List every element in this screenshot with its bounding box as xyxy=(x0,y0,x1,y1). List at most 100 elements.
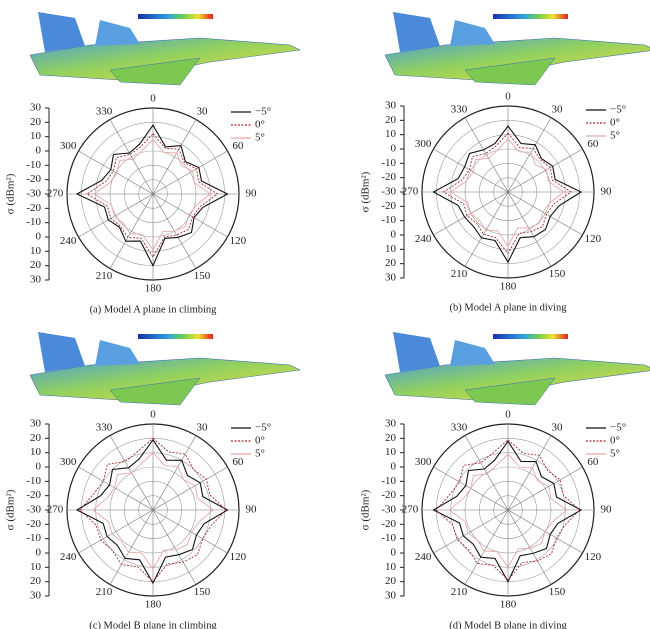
y-tick-label: -20 xyxy=(26,202,41,214)
y-tick-label: 10 xyxy=(385,243,397,255)
y-tick-label: 20 xyxy=(30,575,42,587)
angle-label: 330 xyxy=(451,421,468,433)
angle-label: 210 xyxy=(451,268,468,280)
angle-label: 180 xyxy=(500,599,517,611)
angle-label: 300 xyxy=(60,140,77,152)
y-tick-label: 20 xyxy=(385,257,397,269)
angle-label: 30 xyxy=(552,421,564,433)
y-tick-label: -10 xyxy=(381,475,396,487)
series-line xyxy=(75,124,229,267)
y-tick-label: -30 xyxy=(381,186,396,198)
y-tick-label: -30 xyxy=(26,504,41,516)
color-bar xyxy=(493,334,568,339)
grid-spoke xyxy=(464,509,509,585)
y-tick-label: -20 xyxy=(26,518,41,530)
grid-spoke xyxy=(433,148,509,193)
y-tick-label: 20 xyxy=(30,116,42,128)
angle-label: 90 xyxy=(601,186,613,198)
legend-label: 5° xyxy=(610,448,620,460)
legend-label: 0° xyxy=(255,435,265,447)
y-tick-label: -10 xyxy=(26,159,41,171)
y-axis-label: σ (dBm²) xyxy=(360,171,372,212)
angle-label: 120 xyxy=(585,551,602,563)
y-tick-label: 30 xyxy=(385,272,397,284)
y-tick-label: 0 xyxy=(36,231,42,243)
y-tick-label: 10 xyxy=(30,561,42,573)
panel: -30 -20 -20 -10 -10 0 0 10 10 20 20 30 30 σ (dBm²) 0 30… xyxy=(360,12,650,313)
angle-label: 270 xyxy=(402,504,419,516)
legend-label: 5° xyxy=(255,132,265,144)
y-tick-label: 0 xyxy=(391,229,397,241)
y-tick-label: 10 xyxy=(385,561,397,573)
legend-label: −5° xyxy=(610,104,626,116)
grid-spoke xyxy=(78,509,154,554)
tail-fin xyxy=(450,340,495,366)
angle-label: 30 xyxy=(552,103,564,115)
angle-label: 60 xyxy=(232,456,244,468)
legend-label: 5° xyxy=(255,448,265,460)
y-tick-label: 0 xyxy=(391,547,397,559)
angle-label: 60 xyxy=(587,456,599,468)
angle-label: 210 xyxy=(96,586,113,598)
angle-label: 240 xyxy=(60,235,77,247)
grid-spoke xyxy=(109,509,154,585)
color-bar xyxy=(493,14,568,19)
panel: -30 -20 -20 -10 -10 0 0 10 10 20 20 30 30 σ (dBm²) 0 30… xyxy=(5,12,302,315)
legend-label: −5° xyxy=(255,422,271,434)
series-line xyxy=(435,439,581,581)
grid-spoke xyxy=(109,119,154,195)
angle-label: 60 xyxy=(587,138,599,150)
y-tick-label: 10 xyxy=(385,446,397,458)
series-line xyxy=(86,133,219,258)
grid-spoke xyxy=(152,509,197,585)
panel: -30 -20 -20 -10 -10 0 0 10 10 20 20 30 30 σ (dBm²) 0 30… xyxy=(5,332,302,629)
angle-label: 330 xyxy=(96,421,113,433)
wing xyxy=(109,377,201,406)
caption: (c) Model B plane in climbing xyxy=(89,620,217,629)
angle-label: 150 xyxy=(549,586,566,598)
tail-fin xyxy=(393,12,440,52)
caption: (d) Model B plane in diving xyxy=(449,620,567,629)
y-tick-label: 10 xyxy=(385,128,397,140)
angle-label: 300 xyxy=(60,456,77,468)
y-tick-label: -20 xyxy=(26,489,41,501)
aircraft xyxy=(384,12,650,86)
y-tick-label: 10 xyxy=(30,130,42,142)
panel: -30 -20 -20 -10 -10 0 0 10 10 20 20 30 30 σ (dBm²) 0 30… xyxy=(360,332,650,629)
y-tick-label: 0 xyxy=(36,145,42,157)
grid-spoke xyxy=(464,117,509,193)
series-line xyxy=(448,453,568,569)
y-axis-label: σ (dBm²) xyxy=(360,489,372,530)
angle-label: 300 xyxy=(415,456,432,468)
tail-fin xyxy=(38,332,85,372)
y-tick-label: 0 xyxy=(36,547,42,559)
angle-label: 240 xyxy=(60,551,77,563)
y-tick-label: 20 xyxy=(385,575,397,587)
tail-fin xyxy=(450,20,495,46)
legend-label: 0° xyxy=(610,435,620,447)
angle-label: 150 xyxy=(194,270,211,282)
angle-label: 240 xyxy=(415,551,432,563)
angle-label: 120 xyxy=(585,233,602,245)
grid-spoke xyxy=(152,150,228,195)
angle-label: 180 xyxy=(500,281,517,293)
angle-label: 90 xyxy=(601,504,613,516)
angle-label: 270 xyxy=(402,186,419,198)
grid-spoke xyxy=(152,119,197,195)
y-tick-label: 30 xyxy=(385,418,397,430)
grid-spoke xyxy=(152,509,228,554)
grid-spoke xyxy=(507,148,583,193)
angle-label: 120 xyxy=(230,235,247,247)
caption: (a) Model A plane in climbing xyxy=(90,304,218,315)
y-axis-label: σ (dBm²) xyxy=(5,489,17,530)
angle-label: 180 xyxy=(145,599,162,611)
angle-label: 0 xyxy=(150,93,156,105)
color-bar xyxy=(138,334,213,339)
legend-label: 5° xyxy=(610,130,620,142)
tail-fin xyxy=(38,12,85,52)
angle-label: 150 xyxy=(549,268,566,280)
grid-spoke xyxy=(109,193,154,269)
y-tick-label: 0 xyxy=(36,461,42,473)
grid-spoke xyxy=(507,435,552,511)
